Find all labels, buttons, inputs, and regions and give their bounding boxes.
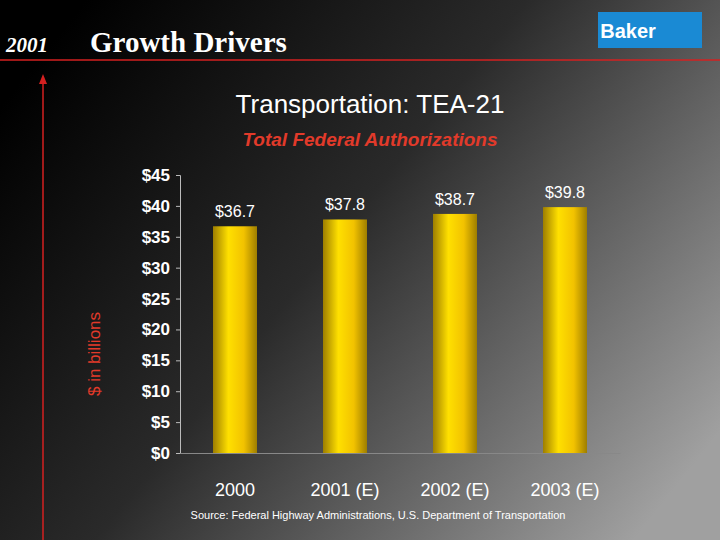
chart-subtitle: Total Federal Authorizations [242,129,497,150]
y-tick-mark [176,329,180,330]
side-rule [42,80,44,540]
y-tick-label: $10 [142,382,170,401]
y-tick-mark [176,360,180,361]
y-tick-mark [176,206,180,207]
y-tick: $45 [142,166,180,185]
data-label: $38.7 [435,191,475,208]
y-tick-label: $5 [151,413,170,432]
y-tick-label: $25 [142,289,170,308]
slide: 2001 Growth Drivers Baker Transportation: T… [0,0,720,540]
y-tick-label: $20 [142,320,170,339]
logo-text: Baker [600,20,656,42]
x-tick-label: 2001 (E) [310,480,379,500]
y-tick: $0 [151,444,180,463]
x-tick: 2001 (E) [310,453,379,500]
bar [543,207,587,453]
y-axis-line [176,176,181,454]
y-tick-mark [176,453,180,454]
y-tick-mark [176,237,180,238]
header-rule [0,59,720,61]
data-label: $39.8 [545,184,585,201]
y-tick: $5 [151,413,180,432]
y-tick: $40 [142,197,180,216]
x-axis: 2000 2001 (E) 2002 (E) 2003 (E) [181,453,621,500]
x-tick: 2000 [215,453,255,500]
side-rule-arrow [39,74,47,84]
data-label: $36.7 [215,203,255,220]
bar [433,214,477,453]
y-tick-label: $30 [142,259,170,278]
x-axis-line [181,453,621,454]
y-tick-mark [176,299,180,300]
x-tick-label: 2002 (E) [420,480,489,500]
background [0,0,720,540]
y-tick-label: $0 [151,444,170,463]
y-tick-label: $35 [142,228,170,247]
x-tick-label: 2003 (E) [530,480,599,500]
data-label: $37.8 [325,196,365,213]
y-axis: $0 $5 $10 $15 $20 $25 $30 $35 $40 $45 [142,166,181,463]
y-tick-mark [176,268,180,269]
y-tick: $20 [142,320,180,339]
data-labels: $36.7 $37.8 $38.7 $39.8 [215,184,585,220]
bar [213,226,257,453]
header-title: Growth Drivers [90,26,287,58]
y-tick-label: $40 [142,197,170,216]
bars [213,207,587,453]
y-tick: $30 [142,259,180,278]
bar [323,219,367,453]
header-year: 2001 [5,33,48,57]
y-tick: $35 [142,228,180,247]
logo-box [598,12,702,48]
y-tick-mark [176,422,180,423]
x-tick: 2002 (E) [420,453,489,500]
y-tick: $25 [142,289,180,308]
y-tick: $15 [142,351,180,370]
x-tick-label: 2000 [215,480,255,500]
source-note: Source: Federal Highway Administrations,… [191,509,566,521]
y-tick-mark [176,391,180,392]
x-tick: 2003 (E) [530,453,599,500]
y-tick-label: $15 [142,351,170,370]
chart-title: Transportation: TEA-21 [236,89,505,119]
y-axis-title: $ in billions [85,312,104,396]
y-tick-mark [176,175,180,176]
y-tick-label: $45 [142,166,170,185]
y-tick: $10 [142,382,180,401]
